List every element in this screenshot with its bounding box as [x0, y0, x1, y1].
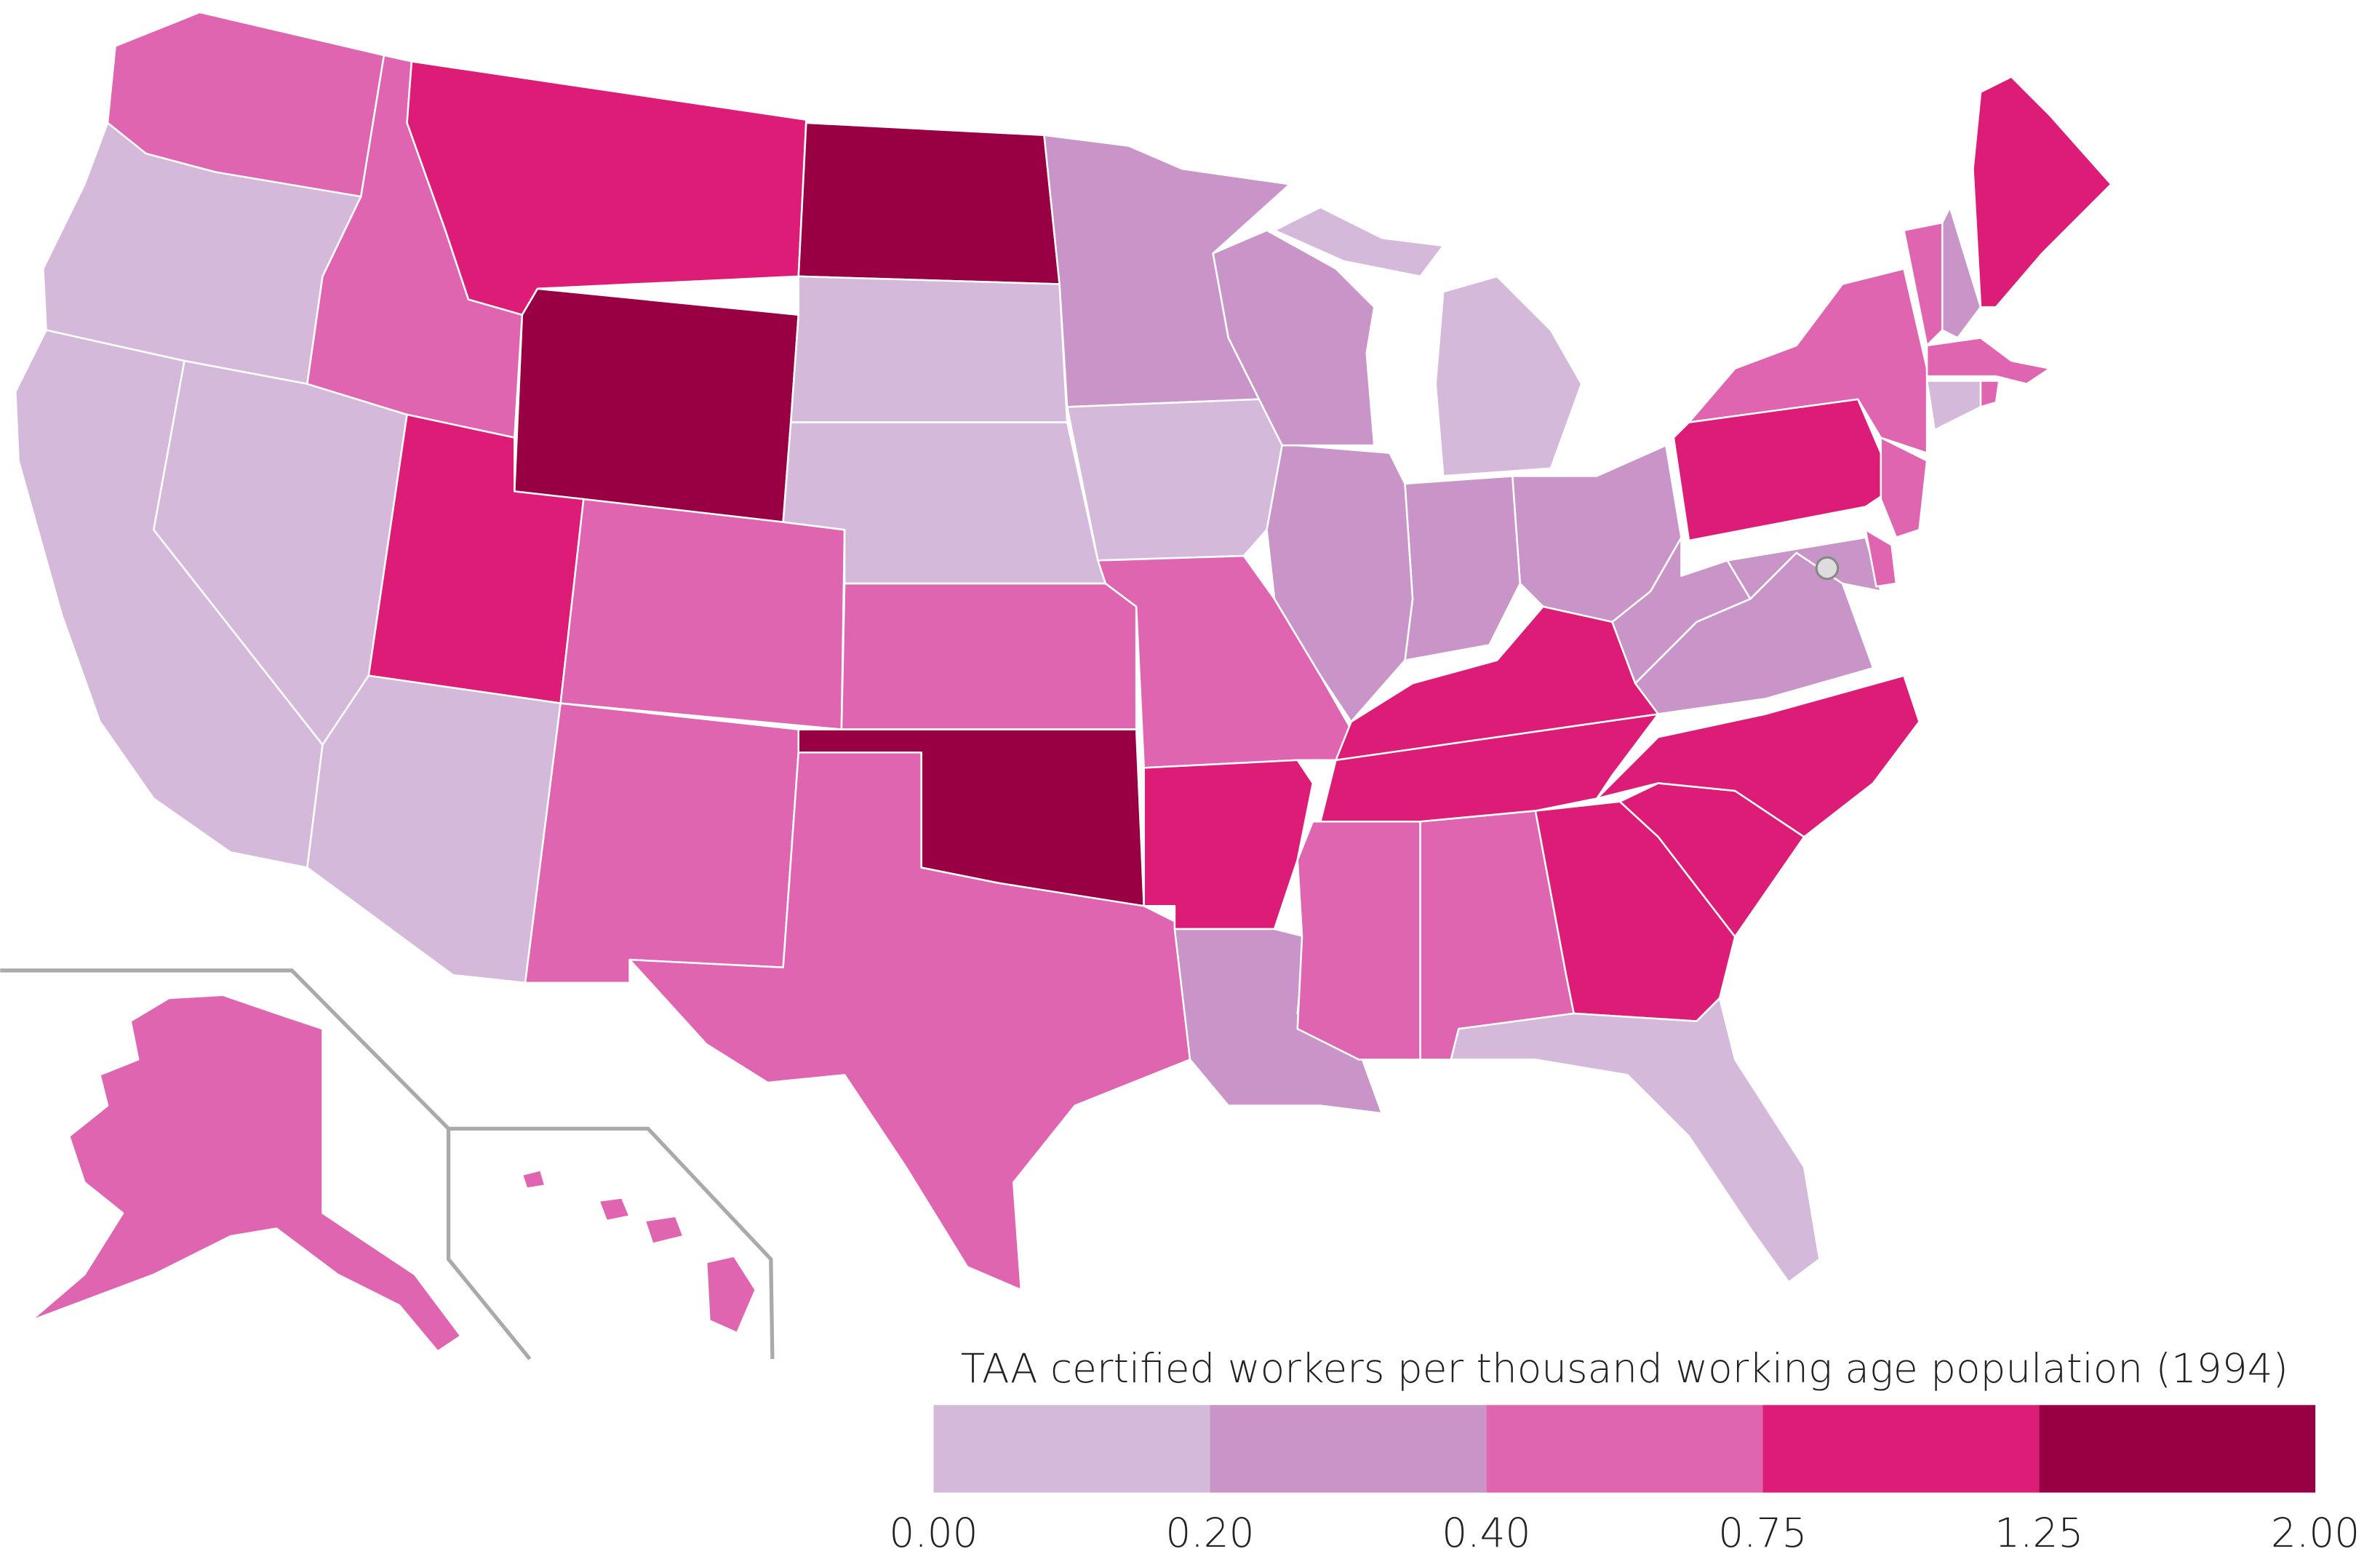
- states: [15, 11, 2112, 1352]
- state: [644, 1215, 684, 1245]
- state: [1941, 206, 1982, 339]
- state: [1296, 820, 1421, 1061]
- legend-tick-label: 0.75: [1718, 1510, 1807, 1554]
- legend-tick-label: 1.25: [1994, 1510, 2083, 1554]
- legend-swatch: [2039, 1405, 2316, 1493]
- state: [1266, 444, 1414, 723]
- legend-tick-label: 2.00: [2271, 1510, 2360, 1554]
- state: [628, 751, 1191, 1291]
- district-marker: [1815, 556, 1840, 581]
- legend-swatch: [1210, 1405, 1487, 1493]
- state: [1596, 674, 1920, 838]
- state: [1434, 275, 1583, 477]
- state: [1726, 536, 1882, 600]
- state: [406, 60, 807, 316]
- state: [1404, 475, 1522, 661]
- state: [1319, 713, 1660, 823]
- legend-swatch: [1762, 1405, 2040, 1493]
- state: [1450, 997, 1821, 1283]
- state: [1688, 268, 1928, 454]
- legend-tick-label: 0.20: [1165, 1510, 1254, 1554]
- state: [524, 702, 800, 984]
- state: [559, 498, 846, 730]
- state: [1066, 398, 1283, 562]
- state: [1925, 380, 1982, 431]
- state: [1925, 337, 2051, 385]
- state: [840, 582, 1138, 730]
- state: [1173, 928, 1383, 1115]
- state: [1143, 759, 1314, 931]
- state: [521, 1169, 546, 1190]
- state: [1273, 206, 1445, 278]
- state: [306, 674, 562, 984]
- inset-border: [448, 1126, 775, 1359]
- legend: 0.00 0.20 0.40 0.75 1.25 2.00: [889, 1405, 2360, 1554]
- state: [789, 275, 1069, 423]
- state: [1880, 437, 1928, 539]
- state: [1212, 229, 1375, 447]
- legend-tick-label: 0.40: [1442, 1510, 1530, 1554]
- state: [598, 1197, 631, 1222]
- state: [514, 287, 800, 523]
- state: [1972, 76, 2112, 308]
- state: [30, 994, 462, 1352]
- legend-title: TAA certified workers per thousand worki…: [961, 1345, 2288, 1392]
- state: [1864, 528, 1898, 588]
- state: [1979, 380, 2000, 408]
- state: [797, 121, 1061, 285]
- legend-swatch: [933, 1405, 1210, 1493]
- legend-tick-label: 0.00: [889, 1510, 978, 1554]
- legend-swatch: [1486, 1405, 1763, 1493]
- state: [705, 1255, 756, 1334]
- state: [1511, 444, 1682, 623]
